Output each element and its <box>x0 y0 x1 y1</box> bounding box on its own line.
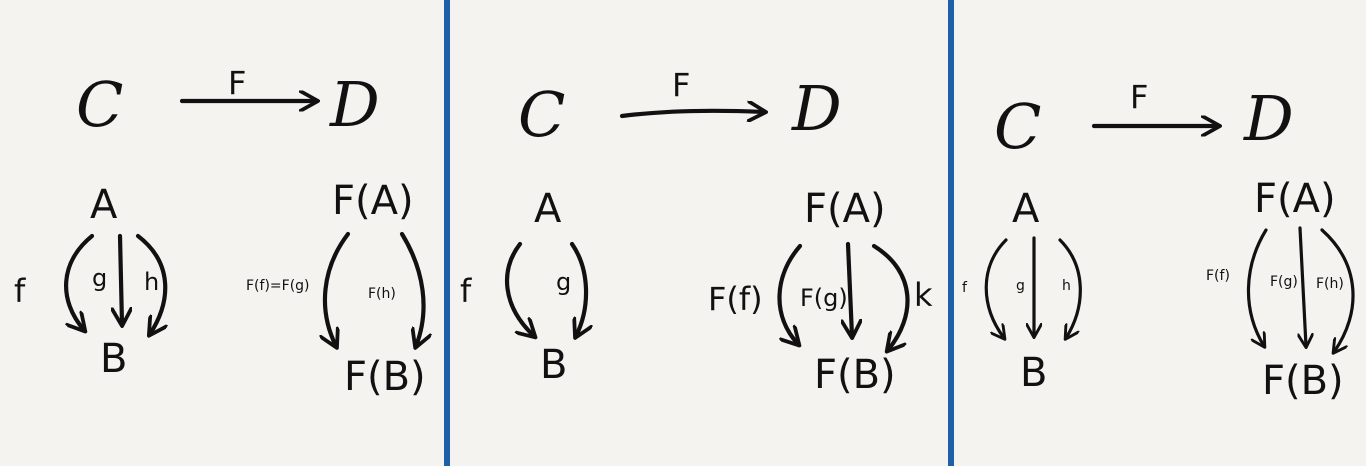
morphism-h-label: h <box>1062 278 1071 294</box>
image-morphism-ffg-label: F(f)=F(g) <box>246 278 310 294</box>
functor-label: F <box>672 66 690 104</box>
image-object-fb: F(B) <box>344 354 426 400</box>
morphism-h-label: h <box>144 268 159 296</box>
image-morphism-ff-label: F(f) <box>1206 268 1230 284</box>
category-target-label: D <box>791 72 842 145</box>
morphism-h-arrow <box>135 233 165 334</box>
functor-label: F <box>1130 78 1148 116</box>
morphism-f-arrow <box>984 238 1008 338</box>
image-object-fa: F(A) <box>1254 176 1336 222</box>
image-morphism-k-label: k <box>914 276 933 314</box>
image-morphism-k-arrow <box>871 243 910 350</box>
image-morphism-fg-label: F(g) <box>1270 274 1298 290</box>
morphism-g-arrow <box>120 233 122 324</box>
image-morphism-ff-arrow <box>1246 228 1268 346</box>
functor-arrow <box>619 111 764 116</box>
image-morphism-ff-label: F(f) <box>708 280 763 318</box>
object-b: B <box>100 336 127 382</box>
functor-label: F <box>228 64 246 102</box>
morphism-g-label: g <box>92 264 107 292</box>
morphism-f-arrow <box>63 233 95 330</box>
object-a: A <box>1012 186 1040 232</box>
category-source-label: C <box>994 90 1041 163</box>
morphism-f-label: f <box>14 272 26 310</box>
image-morphism-fh-arrow <box>399 231 424 346</box>
image-object-fb: F(B) <box>814 352 896 398</box>
category-source-label: C <box>76 68 123 141</box>
image-morphism-fg-label: F(g) <box>800 284 848 312</box>
panel-divider-1 <box>444 0 450 466</box>
image-morphism-fh-label: F(h) <box>1316 276 1344 292</box>
image-object-fb: F(B) <box>1262 358 1344 404</box>
image-morphism-fh-arrow <box>1320 228 1355 352</box>
morphism-f-arrow <box>505 241 534 336</box>
morphism-f-label: f <box>460 272 472 310</box>
panel-1: C F D A B f g h F(A) F(B) F(f)=F(g) F(h) <box>14 64 426 400</box>
category-target-label: D <box>1243 82 1294 155</box>
category-source-label: C <box>518 78 565 151</box>
image-object-fa: F(A) <box>804 186 886 232</box>
image-morphism-ff-arrow <box>777 243 803 344</box>
object-b: B <box>1020 350 1047 396</box>
image-object-fa: F(A) <box>332 178 414 224</box>
morphism-f-label: f <box>962 280 968 296</box>
object-a: A <box>90 182 118 228</box>
object-a: A <box>534 186 562 232</box>
panel-2: C F D A B f g F(A) F(B) F(f) F(g) k <box>460 66 933 398</box>
morphism-g-arrow <box>569 241 586 336</box>
image-morphism-fg-arrow <box>1300 226 1306 346</box>
image-morphism-ffg-arrow <box>325 231 351 346</box>
morphism-g-label: g <box>1016 278 1025 294</box>
panel-3: C F D A B f g h F(A) F(B) F(f) F(g) F(h) <box>962 78 1355 404</box>
object-b: B <box>540 342 567 388</box>
category-target-label: D <box>329 68 380 141</box>
morphism-h-arrow <box>1058 238 1082 338</box>
morphism-g-label: g <box>556 268 571 296</box>
panel-divider-2 <box>948 0 954 466</box>
image-morphism-fg-arrow <box>848 241 852 336</box>
image-morphism-fh-label: F(h) <box>368 286 396 302</box>
